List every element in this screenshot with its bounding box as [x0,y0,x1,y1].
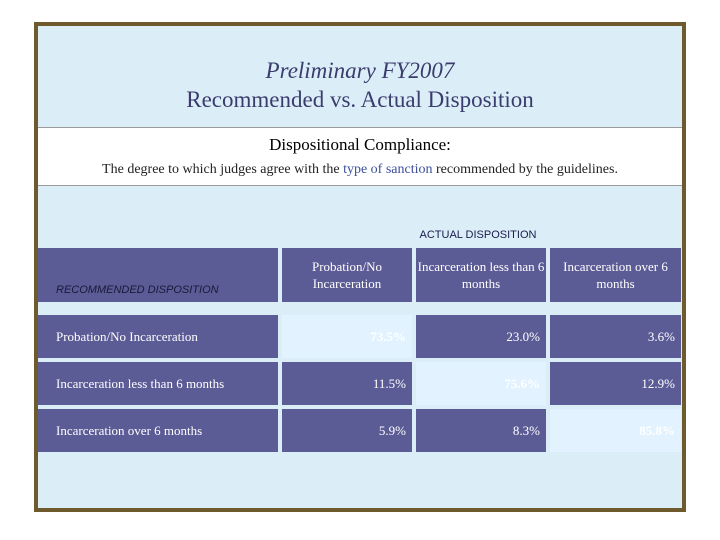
table-cell: 3.6% [550,315,681,358]
recommended-disposition-header: RECOMMENDED DISPOSITION [56,284,219,296]
title-line-1: Preliminary FY2007 [265,58,455,83]
row-label-probation: Probation/No Incarceration [38,315,278,358]
table-cell: 11.5% [282,362,412,405]
table-cell: 75.6% [416,362,546,405]
table-cell: 12.9% [550,362,681,405]
definition-highlight: type of sanction [343,162,433,177]
table-cell: 23.0% [416,315,546,358]
row-label-over-6-months: Incarceration over 6 months [38,409,278,452]
definition-text: The degree to which judges agree with th… [38,162,682,178]
column-header-probation: Probation/No Incarceration [282,248,412,302]
column-header-less-6-months: Incarceration less than 6 months [416,248,546,302]
table-cell: 73.5% [282,315,412,358]
slide-frame: Preliminary FY2007 Recommended vs. Actua… [34,22,686,512]
column-header-over-6-months: Incarceration over 6 months [550,248,681,302]
row-label-less-6-months: Incarceration less than 6 months [38,362,278,405]
title-line-2: Recommended vs. Actual Disposition [186,87,534,112]
recommended-disposition-header-cell: RECOMMENDED DISPOSITION [38,248,278,302]
actual-disposition-header: ACTUAL DISPOSITION [419,229,537,241]
table-cell: 85.8% [550,409,681,452]
table-cell: 5.9% [282,409,412,452]
definition-text-after: recommended by the guidelines. [436,162,618,177]
slide-title: Preliminary FY2007 Recommended vs. Actua… [38,56,682,114]
table-cell: 8.3% [416,409,546,452]
definition-text-before: The degree to which judges agree with th… [102,162,340,177]
definition-heading: Dispositional Compliance: [269,135,451,154]
definition-box: Dispositional Compliance: The degree to … [38,127,682,186]
